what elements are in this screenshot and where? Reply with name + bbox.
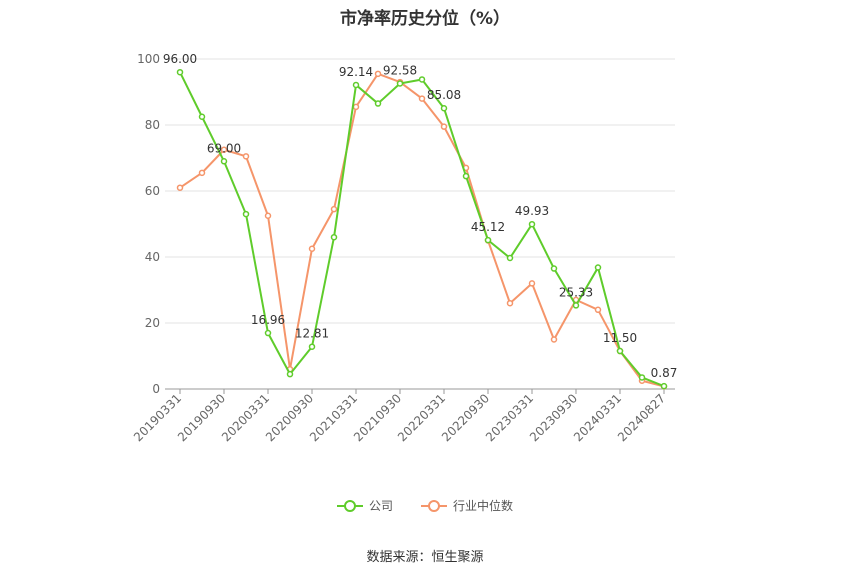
data-label: 16.96	[251, 313, 285, 327]
y-tick-label: 100	[137, 52, 160, 66]
data-point	[550, 336, 558, 343]
data-point	[198, 113, 206, 120]
data-point	[220, 146, 228, 153]
grid-lines	[165, 58, 675, 324]
data-label: 11.50	[603, 331, 637, 345]
data-point	[198, 169, 206, 177]
data-point	[506, 299, 514, 307]
data-point	[330, 205, 338, 213]
data-point	[308, 343, 316, 350]
data-point	[660, 382, 668, 390]
data-label: 92.14	[339, 65, 373, 79]
data-point	[352, 81, 360, 89]
data-point	[330, 233, 338, 241]
axes: 0204060801002019033120190930202003312020…	[131, 52, 675, 444]
data-point	[264, 212, 272, 219]
data-point	[286, 370, 294, 378]
legend-label-industry-median: 行业中位数	[453, 499, 514, 513]
data-point	[242, 210, 250, 218]
chart-title: 市净率历史分位（%）	[339, 9, 511, 29]
data-point	[440, 123, 448, 130]
data-point	[352, 103, 360, 111]
data-point	[374, 70, 382, 78]
data-point	[418, 95, 426, 102]
data-point	[176, 68, 184, 76]
data-point	[506, 254, 514, 262]
legend-swatch-company	[336, 499, 363, 513]
data-point	[528, 220, 536, 228]
series-lines	[176, 68, 668, 390]
source-note: 数据来源：恒生聚源	[366, 550, 484, 565]
data-point	[462, 172, 470, 180]
data-label: 49.93	[515, 204, 549, 218]
legend-item-company[interactable]: 公司	[336, 497, 393, 514]
data-point	[176, 184, 184, 191]
legend: 公司 行业中位数	[0, 497, 850, 514]
data-point	[572, 302, 580, 309]
data-point	[264, 329, 272, 337]
data-label: 45.12	[471, 220, 505, 234]
data-point	[220, 158, 228, 165]
data-point	[440, 104, 448, 112]
data-label: 92.58	[383, 63, 417, 77]
data-point	[418, 76, 426, 83]
data-point	[638, 374, 646, 381]
y-tick-label: 20	[145, 316, 160, 330]
data-label: 69.00	[207, 141, 241, 155]
data-label: 0.87	[651, 366, 678, 380]
y-tick-label: 40	[145, 250, 160, 264]
data-point	[616, 347, 624, 355]
legend-label-company: 公司	[368, 499, 393, 513]
data-point	[594, 264, 602, 271]
legend-swatch-industry-median	[421, 499, 447, 513]
y-tick-label: 60	[145, 184, 160, 198]
data-point	[594, 306, 602, 314]
series-line-0	[179, 71, 665, 388]
data-point	[374, 100, 382, 107]
x-tick-label: 20240827	[615, 391, 668, 444]
y-tick-label: 0	[152, 382, 160, 396]
data-labels: 96.00 69.00 16.96 12.81 92.14 92.58 85.08 45.12…	[163, 52, 678, 380]
data-point	[396, 80, 404, 87]
data-point	[308, 245, 316, 252]
data-point	[242, 153, 250, 160]
data-point	[550, 265, 558, 272]
data-label: 85.08	[427, 88, 461, 102]
data-point	[528, 280, 536, 287]
data-point	[484, 236, 492, 244]
series-line-1	[179, 72, 665, 388]
y-tick-label: 80	[145, 118, 160, 132]
data-label: 96.00	[163, 52, 197, 66]
data-label: 12.81	[295, 327, 329, 341]
data-label: 25.33	[559, 285, 593, 299]
legend-item-industry-median[interactable]: 行业中位数	[421, 497, 513, 514]
